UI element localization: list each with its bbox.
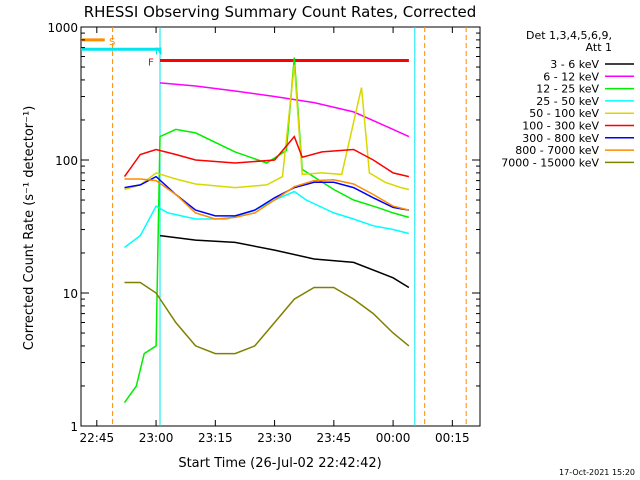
legend-header: Det 1,3,4,5,6,9, [526, 29, 612, 42]
legend-entry-label: 12 - 25 keV [536, 83, 599, 96]
legend-entry-label: 25 - 50 keV [536, 95, 599, 108]
y-tick-label: 1000 [47, 21, 78, 35]
legend-entry-label: 6 - 12 keV [543, 70, 599, 83]
legend-entry-label: 100 - 300 keV [522, 120, 599, 133]
chart-title: RHESSI Observing Summary Count Rates, Co… [84, 3, 477, 21]
legend-entry-label: 3 - 6 keV [550, 58, 599, 71]
y-tick-label: 10 [63, 287, 78, 301]
series-line-4 [124, 64, 410, 191]
x-tick-label: 23:30 [257, 431, 292, 445]
vertical-marker-lines [112, 27, 467, 426]
x-tick-label: 23:45 [317, 431, 352, 445]
plot-frame [80, 26, 481, 427]
legend-entry-label: 300 - 800 keV [522, 132, 599, 145]
series-line-5 [123, 135, 410, 178]
x-tick-label: 23:00 [139, 431, 174, 445]
series-line-3 [124, 190, 410, 249]
y-axis-label: Corrected Count Rate (s⁻¹ detector⁻¹) [22, 106, 37, 351]
x-tick-label: 00:15 [435, 431, 470, 445]
legend-header: Att 1 [586, 41, 612, 54]
flag-label-f: F [148, 57, 154, 68]
x-axis-label: Start Time (26-Jul-02 22:42:42) [178, 456, 381, 471]
series-line-6 [124, 175, 410, 217]
flag-label-s: S [109, 37, 115, 48]
legend-entry-label: 7000 - 15000 keV [501, 156, 599, 169]
legend-entry-label: 800 - 7000 keV [515, 144, 599, 157]
date-stamp: 17-Oct-2021 15:20 [559, 468, 635, 477]
x-axis-ticks: 22:45 23:00 23:15 23:30 23:45 00:00 00:15 [80, 27, 470, 445]
series-line-0 [159, 234, 410, 289]
x-tick-label: 00:00 [376, 431, 411, 445]
x-tick-label: 22:45 [80, 431, 115, 445]
series-line-2 [123, 57, 410, 404]
series-line-8 [124, 281, 410, 355]
y-tick-label: 1 [70, 420, 78, 434]
series-line-7 [124, 178, 410, 220]
y-axis-ticks: 1 10 100 1000 [47, 21, 480, 434]
legend-entry-label: 50 - 100 keV [529, 107, 599, 120]
y-tick-label: 100 [55, 154, 78, 168]
data-series [123, 57, 410, 404]
series-line-1 [159, 82, 410, 138]
flag-label-n: N [155, 46, 162, 57]
x-tick-label: 23:15 [198, 431, 233, 445]
flag-bars: S NF [81, 37, 409, 68]
